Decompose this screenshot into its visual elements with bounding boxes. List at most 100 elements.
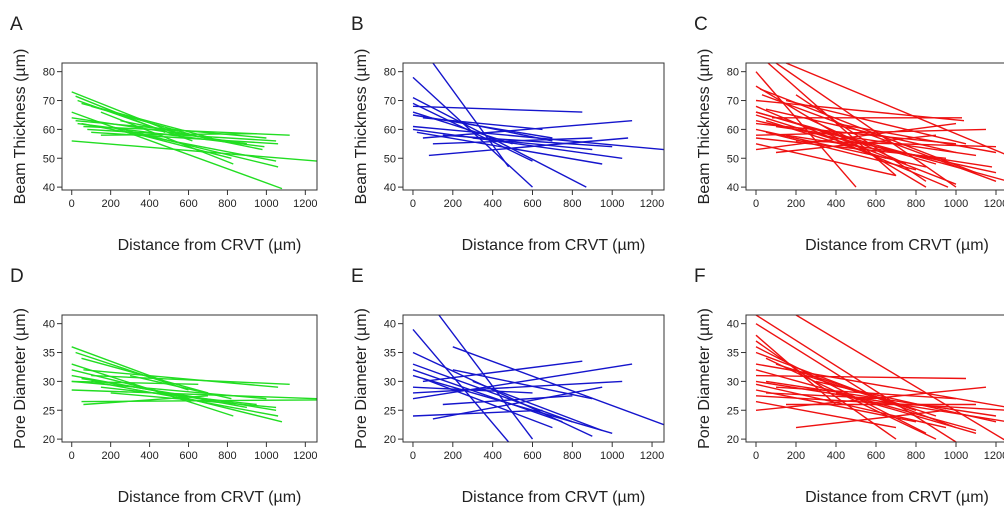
x-axis-label: Distance from CRVT (µm) [805, 489, 989, 506]
series-line [75, 120, 267, 139]
series-line [755, 122, 957, 151]
series-line [412, 114, 553, 139]
series-line [428, 137, 629, 157]
plot-frame [402, 62, 665, 191]
x-axis-label: Distance from CRVT (µm) [118, 237, 302, 254]
x-tick-label: 600 [179, 198, 197, 210]
series-line [755, 323, 877, 400]
series-group [755, 315, 1004, 442]
series-line [100, 111, 234, 165]
x-tick-label: 400 [827, 198, 845, 210]
x-tick-label: 600 [523, 198, 541, 210]
series-line [835, 122, 997, 154]
x-tick-label: 1200 [640, 198, 664, 210]
series-line [110, 125, 279, 168]
series-line [765, 392, 887, 400]
series-group [755, 63, 1004, 188]
series-line [422, 360, 583, 383]
series-line [785, 134, 993, 168]
series-line [83, 395, 209, 406]
x-tick-label: 400 [140, 450, 158, 462]
y-tick-label: 40 [43, 182, 55, 194]
series-line [755, 71, 857, 188]
series-line [755, 383, 947, 429]
plot-frame [745, 314, 1004, 443]
series-line [452, 369, 593, 400]
series-line [785, 63, 1004, 155]
x-tick-label: 1000 [600, 198, 624, 210]
series-line [412, 369, 563, 423]
y-tick-label: 25 [384, 405, 396, 417]
series-line [472, 380, 603, 432]
x-tick-label: 0 [410, 450, 416, 462]
series-line [775, 134, 937, 154]
series-line [100, 386, 257, 406]
series-line [755, 374, 967, 380]
x-tick-label: 400 [827, 450, 845, 462]
y-tick-label: 35 [727, 348, 739, 360]
x-tick-label: 400 [483, 450, 501, 462]
x-tick-label: 400 [483, 198, 501, 210]
y-tick-label: 70 [384, 96, 396, 108]
x-tick-label: 0 [69, 198, 75, 210]
y-tick-label: 30 [727, 376, 739, 388]
x-tick-label: 0 [753, 198, 759, 210]
series-line [71, 140, 317, 162]
x-tick-label: 200 [787, 198, 805, 210]
y-tick-label: 25 [727, 405, 739, 417]
x-tick-label: 1000 [944, 198, 968, 210]
y-axis-label: Pore Diameter (µm) [12, 308, 29, 449]
series-line [91, 374, 290, 385]
series-line [129, 131, 232, 159]
series-line [412, 380, 623, 394]
series-line [412, 105, 583, 113]
series-line [412, 128, 623, 159]
series-line [81, 399, 317, 403]
y-tick-label: 40 [384, 182, 396, 194]
x-tick-label: 0 [410, 198, 416, 210]
panel-letter: C [694, 14, 708, 35]
y-tick-label: 30 [384, 376, 396, 388]
x-tick-label: 600 [179, 450, 197, 462]
series-line [755, 315, 957, 442]
series-line [755, 395, 1004, 411]
x-tick-label: 800 [563, 450, 581, 462]
series-line [432, 137, 593, 145]
panel-letter: B [351, 14, 364, 35]
x-tick-label: 400 [140, 198, 158, 210]
series-line [442, 134, 613, 148]
y-tick-label: 50 [43, 153, 55, 165]
y-tick-label: 40 [384, 319, 396, 331]
x-tick-label: 1200 [293, 198, 317, 210]
y-axis-label: Pore Diameter (µm) [696, 308, 713, 449]
series-line [71, 389, 317, 400]
x-tick-label: 800 [563, 198, 581, 210]
series-line [452, 346, 664, 426]
y-tick-label: 35 [43, 348, 55, 360]
y-tick-label: 80 [384, 67, 396, 79]
series-line [100, 133, 257, 136]
y-tick-label: 80 [43, 67, 55, 79]
series-group [71, 91, 317, 190]
panel-f: F2025303540020040060080010001200Distance… [694, 266, 1004, 506]
y-tick-label: 25 [43, 405, 55, 417]
y-tick-label: 30 [43, 376, 55, 388]
series-line [755, 122, 957, 145]
series-line [412, 363, 573, 423]
series-line [755, 386, 987, 411]
x-tick-label: 800 [907, 198, 925, 210]
series-line [795, 94, 927, 182]
series-group [412, 63, 664, 188]
x-tick-label: 600 [867, 450, 885, 462]
series-line [71, 111, 283, 190]
x-tick-label: 200 [787, 450, 805, 462]
y-tick-label: 20 [727, 434, 739, 446]
y-tick-label: 50 [384, 153, 396, 165]
series-line [755, 143, 897, 177]
x-tick-label: 1200 [984, 198, 1004, 210]
x-tick-label: 1000 [600, 450, 624, 462]
y-tick-label: 60 [384, 124, 396, 136]
plot-frame [402, 314, 665, 443]
